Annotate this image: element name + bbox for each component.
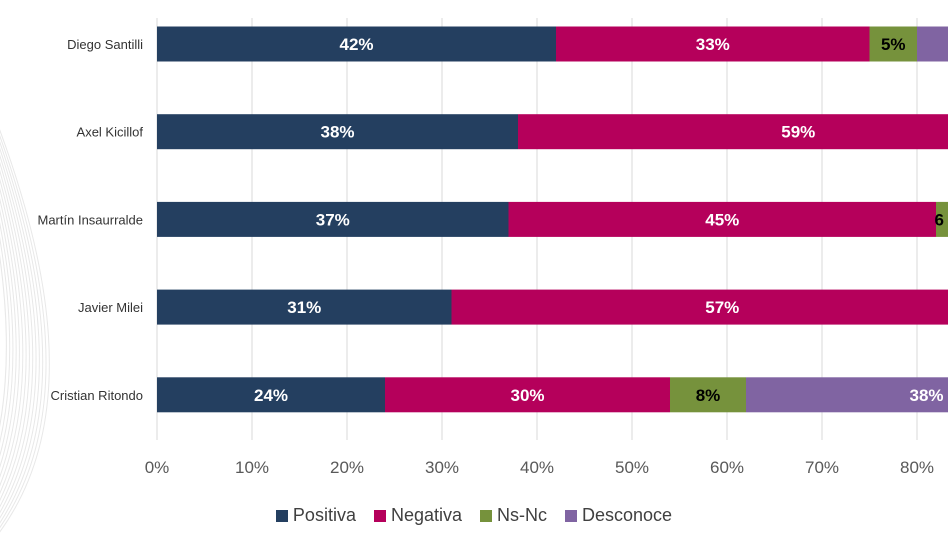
data-label: 33% <box>696 35 730 54</box>
background-decoration <box>0 129 50 533</box>
data-label: 5% <box>881 35 906 54</box>
bar-segment-ns-nc <box>936 201 948 237</box>
x-tick-label: 70% <box>805 458 839 477</box>
bar-segment-ns-nc <box>670 377 746 413</box>
legend: Positiva Negativa Ns-Nc Desconoce <box>0 505 948 526</box>
decorative-curve <box>0 161 34 508</box>
bar-segment-negativa <box>556 26 870 62</box>
data-label: 59% <box>781 123 815 142</box>
legend-swatch <box>275 509 288 522</box>
x-tick-label: 40% <box>520 458 554 477</box>
decorative-curve <box>0 147 40 519</box>
bar-segment-positiva <box>157 26 556 62</box>
data-label: 38% <box>320 123 354 142</box>
category-label: Martín Insaurralde <box>38 212 144 227</box>
legend-item: Negativa <box>373 505 462 526</box>
data-label: 57% <box>705 298 739 317</box>
decorative-curve <box>0 209 17 468</box>
decorative-curve <box>0 169 30 502</box>
legend-swatch <box>480 509 492 522</box>
bar-segment-negativa <box>451 289 948 325</box>
decorative-curve <box>0 237 11 444</box>
legend-label: Positiva <box>292 505 356 525</box>
data-label: 38% <box>909 386 943 405</box>
decorative-curve <box>0 255 7 427</box>
decorative-curve <box>0 178 27 494</box>
decorative-curve <box>0 222 14 457</box>
bar-segment-negativa <box>385 377 670 413</box>
data-label: 31% <box>287 298 321 317</box>
x-tick-labels: 0% 10% 20% 30% 40% 50% 60% 70% 80% <box>145 458 934 477</box>
x-tick-label: 10% <box>235 458 269 477</box>
bar-segment-positiva <box>157 289 452 325</box>
category-labels: Diego Santilli Axel Kicillof Martín Insaur… <box>38 37 144 403</box>
legend-label: Ns-Nc <box>497 505 547 525</box>
legend-label: Desconoce <box>582 505 673 525</box>
data-label: 8% <box>696 386 721 405</box>
bars: 42% 33% 5% 38% 59% 37% 45% 6 31% 57% 24% 30% 8% 38% <box>157 26 948 413</box>
legend-label: Negativa <box>390 505 462 525</box>
legend-swatch <box>373 509 386 522</box>
category-label: Diego Santilli <box>67 37 143 52</box>
x-tick-label: 30% <box>425 458 459 477</box>
decorative-curve <box>0 135 47 528</box>
bar-segment-desconoce <box>746 377 948 413</box>
bar-segment-positiva <box>157 377 385 413</box>
decorative-curve <box>0 129 50 533</box>
x-tick-label: 60% <box>710 458 744 477</box>
data-label: 30% <box>510 386 544 405</box>
x-tick-label: 20% <box>330 458 364 477</box>
bar-segment-ns-nc <box>869 26 917 62</box>
category-label: Javier Milei <box>78 300 143 315</box>
bar-segment-negativa <box>518 114 948 150</box>
category-label: Axel Kicillof <box>77 125 144 140</box>
x-tick-label: 80% <box>900 458 934 477</box>
decorative-curve <box>0 154 37 514</box>
data-label: 37% <box>316 210 350 229</box>
bar-segment-positiva <box>157 114 518 150</box>
bar-segment-positiva <box>157 201 509 237</box>
legend-item: Ns-Nc <box>480 505 547 526</box>
category-label: Cristian Ritondo <box>51 388 144 403</box>
data-label: 42% <box>339 35 373 54</box>
x-tick-label: 0% <box>145 458 170 477</box>
data-label: 6 <box>935 210 944 229</box>
decorative-curve <box>0 197 20 478</box>
data-label: 24% <box>254 386 288 405</box>
legend-item: Positiva <box>275 505 356 526</box>
legend-item: Desconoce <box>565 505 672 526</box>
x-tick-label: 50% <box>615 458 649 477</box>
legend-swatch <box>565 509 577 522</box>
bar-segment-negativa <box>508 201 936 237</box>
bar-segment-desconoce <box>917 26 948 62</box>
data-label: 45% <box>705 210 739 229</box>
decorative-curve <box>0 187 24 487</box>
decorative-curve <box>0 141 44 524</box>
